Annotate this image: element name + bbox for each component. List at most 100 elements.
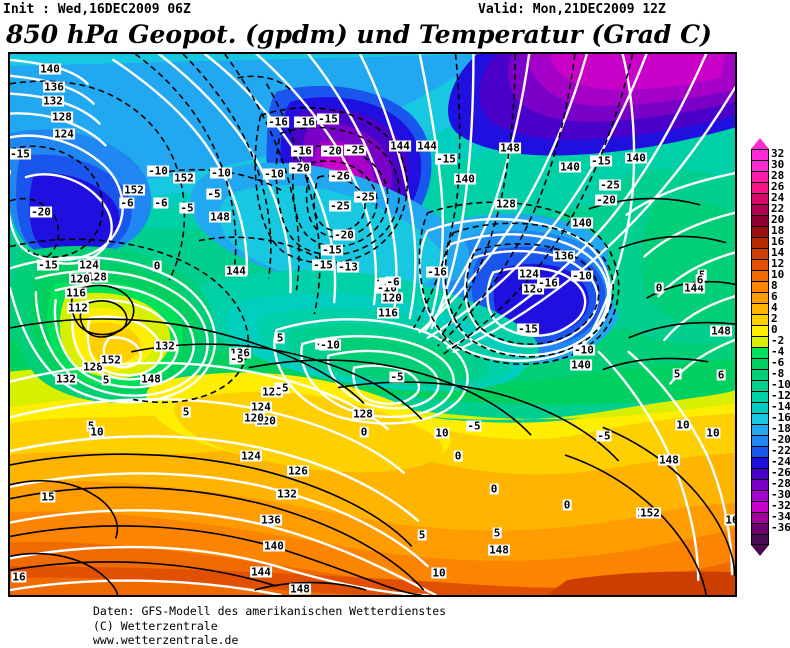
- geopotential-contour-label: 136: [553, 249, 575, 263]
- colorbar-tick-label: 14: [771, 246, 785, 259]
- geopotential-contour-label: 144: [225, 264, 247, 278]
- colorbar-swatch: [751, 413, 769, 424]
- colorbar-swatch: [751, 270, 769, 281]
- temperature-contour-label: -5: [229, 352, 245, 366]
- colorbar-tick-label: 6: [771, 290, 778, 303]
- colorbar-tick-label: 26: [771, 180, 785, 193]
- temperature-contour-label: -25: [329, 199, 351, 213]
- colorbar-swatch: [751, 435, 769, 446]
- geopotential-contour-label: 124: [518, 267, 540, 281]
- temperature-contour-label: -6: [153, 196, 169, 210]
- temperature-contour-label: -5: [466, 419, 482, 433]
- colorbar-swatch: [751, 336, 769, 347]
- temperature-contour-label: -16: [294, 115, 316, 129]
- temperature-contour-label: 0: [562, 498, 572, 512]
- temperature-contour-label: 6: [695, 273, 705, 287]
- colorbar-swatch: [751, 468, 769, 479]
- geopotential-contour-label: 136: [260, 513, 282, 527]
- colorbar-swatch: [751, 292, 769, 303]
- temperature-contour-label: -20: [595, 193, 617, 207]
- temperature-contour-label: -26: [329, 169, 351, 183]
- footer-line-1: Daten: GFS-Modell des amerikanischen Wet…: [93, 604, 447, 618]
- temperature-contour-label: 0: [654, 281, 664, 295]
- geopotential-contour-label: 140: [571, 216, 593, 230]
- geopotential-contour-label: 152: [173, 171, 195, 185]
- colorbar-tick-label: -20: [771, 433, 790, 446]
- geopotential-contour-label: 140: [625, 151, 647, 165]
- geopotential-contour-label: 140: [559, 160, 581, 174]
- temperature-contour-label: 10: [675, 418, 691, 432]
- temperature-contour-label: -10: [210, 166, 232, 180]
- geopotential-contour-label: 140: [263, 539, 285, 553]
- temperature-contour-label: 5: [181, 405, 191, 419]
- geopotential-contour-label: 132: [276, 487, 298, 501]
- geopotential-contour-label: 120: [243, 411, 265, 425]
- geopotential-contour-label: 140: [39, 62, 61, 76]
- colorbar-swatch: [751, 424, 769, 435]
- geopotential-contour-label: 128: [86, 270, 108, 284]
- colorbar-swatch: [751, 215, 769, 226]
- colorbar-swatch: [751, 446, 769, 457]
- temperature-contour-label: -15: [10, 147, 31, 161]
- temperature-contour-label: -20: [30, 205, 52, 219]
- colorbar-tick-label: -12: [771, 389, 790, 402]
- geopotential-contour-label: 144: [683, 281, 705, 295]
- temperature-contour-label: -15: [435, 152, 457, 166]
- weather-map[interactable]: 1401361321281241281281321321361521521521…: [8, 52, 737, 597]
- colorbar-tick-label: 12: [771, 257, 785, 270]
- geopotential-contour-label: 140: [454, 172, 476, 186]
- colorbar-swatch: [751, 402, 769, 413]
- colorbar-swatch: [751, 534, 769, 545]
- colorbar-tick-label: -8: [771, 367, 785, 380]
- geopotential-contour-label: 144: [416, 139, 438, 153]
- geopotential-contour-label: 132: [154, 339, 176, 353]
- geopotential-contour-label: 124: [53, 127, 75, 141]
- temperature-contour-label: -16: [426, 265, 448, 279]
- geopotential-contour-label: 144: [389, 139, 411, 153]
- geopotential-contour-label: 152: [100, 353, 122, 367]
- temperature-contour-label: 0: [152, 259, 162, 273]
- colorbar-swatch: [751, 160, 769, 171]
- temperature-contour-label: -15: [317, 112, 339, 126]
- geopotential-contour-label: 148: [658, 453, 680, 467]
- colorbar-tick-label: -36: [771, 521, 790, 534]
- temperature-contour-label: -15: [37, 258, 59, 272]
- temperature-contour-label: -5: [206, 187, 222, 201]
- colorbar-swatch: [751, 204, 769, 215]
- footer-line-3: www.wetterzentrale.de: [93, 633, 239, 647]
- footer-line-2: (C) Wetterzentrale: [93, 618, 218, 633]
- temperature-contour-label: -15: [517, 322, 539, 336]
- geopotential-contour-label: 120: [255, 414, 277, 428]
- temperature-contour-label: -10: [573, 343, 595, 357]
- temperature-contour-label: 5: [101, 373, 111, 387]
- temperature-contour-label: -20: [333, 228, 355, 242]
- colorbar-tick-label: -34: [771, 510, 790, 523]
- colorbar-tick-label: 28: [771, 169, 785, 182]
- colorbar-tick-label: -2: [771, 334, 785, 347]
- geopotential-contour-label: 120: [381, 291, 403, 305]
- init-time-label: Init : Wed,16DEC2009 06Z: [3, 2, 191, 17]
- colorbar-tick-label: 20: [771, 213, 785, 226]
- geopotential-contour-label: 126: [287, 464, 309, 478]
- temperature-contour-label: -15: [321, 243, 343, 257]
- colorbar-tick-label: -4: [771, 345, 785, 358]
- colorbar-swatch: [751, 281, 769, 292]
- colorbar-tick-label: 30: [771, 158, 785, 171]
- colorbar-tick-label: 24: [771, 191, 785, 204]
- geopotential-contour-label: 148: [209, 210, 231, 224]
- temperature-contour-label: -10: [147, 164, 169, 178]
- temperature-contour-label: -25: [599, 178, 621, 192]
- temperature-contour-label: 5: [672, 367, 682, 381]
- colorbar-swatch: [751, 479, 769, 490]
- temperature-contour-label: 10: [89, 425, 105, 439]
- colorbar-tick-label: 4: [771, 301, 778, 314]
- colorbar-swatch: [751, 149, 769, 160]
- colorbar-swatch: [751, 457, 769, 468]
- temperature-contour-label: -6: [119, 196, 135, 210]
- colorbar-tick-label: 16: [771, 235, 785, 248]
- temperature-contour-label: -6: [385, 275, 401, 289]
- colorbar-swatch: [751, 259, 769, 270]
- temperature-contour-label: 10: [705, 426, 721, 440]
- temperature-contour-label: 152: [639, 506, 661, 520]
- temperature-contour-label: -20: [321, 144, 343, 158]
